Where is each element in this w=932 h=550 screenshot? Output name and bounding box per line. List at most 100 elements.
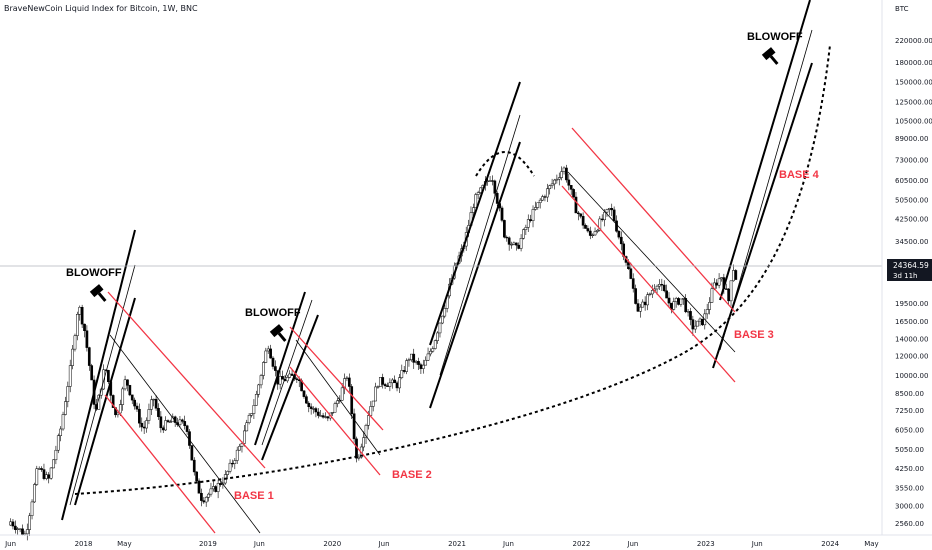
candle	[305, 394, 308, 404]
candle	[531, 205, 535, 228]
candle	[180, 418, 184, 424]
candle	[429, 348, 432, 357]
price-axis[interactable]: 220000.00 180000.00 150000.00 125000.00 1050…	[895, 37, 932, 528]
price-tick-label: 105000.00	[895, 117, 932, 125]
candle	[374, 382, 377, 402]
candle	[519, 234, 523, 252]
time-tick-label: 2023	[697, 540, 715, 548]
time-tick-label: May	[864, 540, 878, 548]
blowoff-label: BLOWOFF	[747, 31, 803, 43]
candle	[288, 370, 292, 379]
price-tick-label: 5050.00	[895, 446, 924, 454]
base-label: BASE 4	[779, 169, 820, 181]
candle	[569, 185, 573, 195]
candle	[593, 227, 597, 236]
uptrend-line	[254, 291, 306, 446]
candle	[479, 187, 482, 194]
candle	[78, 305, 82, 321]
candle	[431, 346, 435, 353]
candle	[355, 436, 358, 463]
candle	[662, 280, 666, 293]
candle	[436, 331, 439, 344]
candle	[534, 201, 537, 211]
candle	[347, 373, 351, 393]
candle	[388, 378, 392, 392]
candle	[605, 208, 609, 217]
candle	[524, 224, 528, 235]
candle	[245, 419, 249, 432]
candle	[68, 359, 72, 393]
time-axis[interactable]: Jun 2018 May 2019 Jun 2020 Jun 2021 Jun 2022 Jun 20…	[4, 540, 879, 548]
candle	[681, 298, 685, 305]
candle	[76, 311, 79, 341]
candle	[11, 518, 15, 530]
candle	[443, 304, 447, 319]
candle	[405, 358, 408, 375]
candle	[254, 390, 258, 406]
uptrend-line	[74, 297, 136, 506]
candle	[538, 197, 542, 209]
candle	[555, 174, 559, 184]
candle	[641, 299, 645, 308]
price-tick-label: 6050.00	[895, 427, 924, 435]
candle	[16, 526, 20, 535]
candle	[216, 479, 220, 499]
uptrend-line	[295, 339, 381, 456]
symbol-title: BraveNewCoin Liquid Index for Bitcoin, 1…	[4, 4, 198, 13]
uptrend-line	[61, 229, 136, 521]
candle	[247, 413, 251, 425]
candle	[679, 298, 683, 307]
uptrend-line	[261, 314, 319, 461]
time-tick-label: Jun	[253, 540, 265, 548]
candle	[608, 207, 611, 216]
candle	[529, 214, 532, 223]
candle	[285, 375, 289, 383]
price-tick-label: 19500.00	[895, 300, 928, 308]
candle	[648, 292, 652, 297]
price-tick-label: 16500.00	[895, 318, 928, 326]
candle	[424, 356, 428, 366]
uptrend-line	[69, 264, 136, 506]
candle	[271, 356, 275, 370]
candle	[441, 315, 444, 325]
candle	[200, 488, 203, 507]
candle	[691, 315, 695, 336]
time-tick-label: 2018	[75, 540, 93, 548]
time-tick-label: Jun	[751, 540, 763, 548]
candle	[352, 408, 356, 443]
downtrend-line	[289, 366, 381, 476]
price-tick-label: 7250.00	[895, 407, 924, 415]
candle	[157, 403, 160, 421]
candle	[85, 325, 89, 352]
candle	[734, 269, 738, 280]
candle	[579, 213, 583, 219]
downtrend-line	[107, 291, 266, 469]
candle	[364, 423, 368, 444]
candle	[73, 333, 77, 352]
price-tick-label: 2560.00	[895, 520, 924, 528]
price-tick-label: 10000.00	[895, 372, 928, 380]
blowoff-label: BLOWOFF	[245, 307, 301, 319]
candle	[414, 359, 418, 365]
candle	[636, 299, 640, 313]
candle	[357, 454, 361, 461]
candle	[543, 194, 547, 202]
candle	[493, 179, 497, 198]
uptrend-line	[109, 334, 261, 534]
candle	[274, 360, 277, 377]
uptrend-line	[429, 81, 521, 346]
candle	[350, 384, 354, 419]
downtrend-line	[571, 127, 736, 313]
candle	[190, 445, 194, 461]
candle	[708, 297, 711, 315]
candle	[581, 212, 585, 229]
candle	[495, 191, 499, 207]
price-tick-label: 150000.00	[895, 79, 932, 87]
candle	[204, 495, 208, 507]
candle	[259, 373, 263, 389]
candle	[21, 524, 24, 536]
time-tick-label: 2024	[821, 540, 839, 548]
candle	[567, 173, 571, 191]
candle	[252, 399, 256, 419]
